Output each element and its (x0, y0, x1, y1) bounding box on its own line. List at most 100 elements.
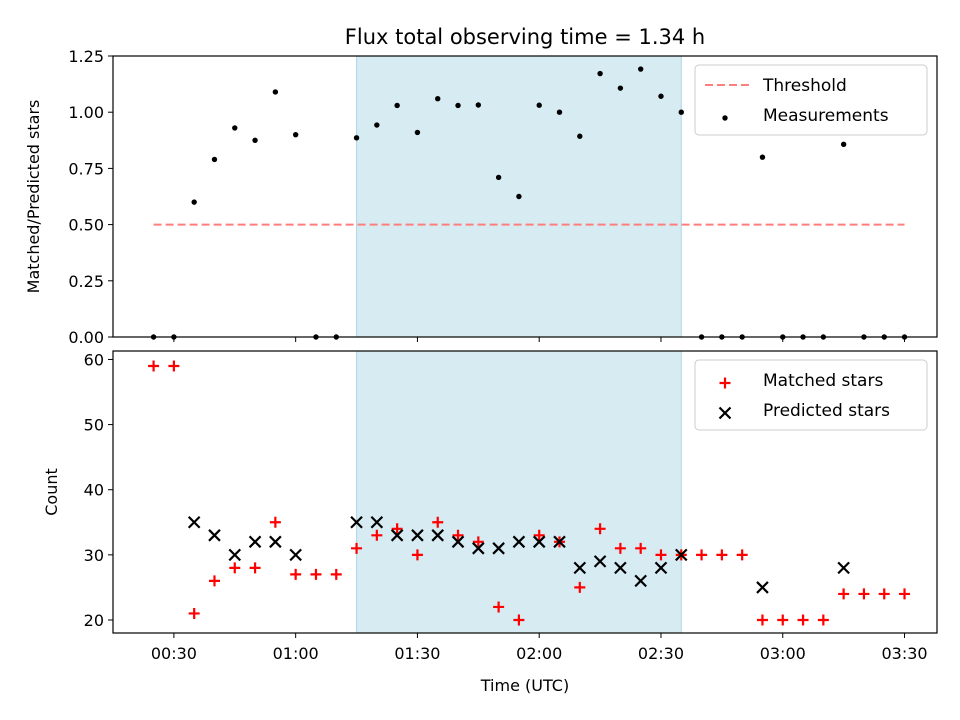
axes-frame (112, 350, 938, 634)
data-point (696, 549, 708, 561)
x-tick-label: 03:30 (881, 644, 927, 663)
y-tick-label: 50 (84, 416, 104, 435)
data-point (493, 601, 505, 613)
data-point (472, 542, 485, 555)
x-tick-label: 01:00 (273, 644, 319, 663)
data-point (148, 360, 160, 372)
y-tick-label: 0.50 (68, 216, 104, 235)
data-point (756, 581, 769, 594)
data-point (475, 102, 482, 108)
legend: Threshold Measurements (694, 64, 928, 136)
legend-swatch (718, 406, 732, 420)
y-tick-label: 1.00 (68, 103, 104, 122)
data-point (191, 199, 197, 205)
data-point (899, 588, 911, 600)
data-point (655, 549, 667, 561)
data-point (635, 542, 647, 554)
data-point (252, 137, 258, 143)
data-point (411, 529, 424, 542)
x-tick-label: 02:00 (516, 644, 562, 663)
data-point (371, 529, 383, 541)
data-point (353, 135, 360, 141)
data-point (269, 535, 282, 549)
data-point (777, 614, 789, 626)
data-point (553, 535, 566, 549)
data-point (512, 535, 526, 549)
legend-box (694, 64, 928, 136)
data-point (759, 154, 766, 160)
data-point (390, 529, 404, 542)
data-point (574, 581, 586, 593)
data-point (678, 109, 684, 115)
data-point (614, 561, 627, 575)
data-point (797, 614, 809, 626)
data-point (593, 555, 607, 568)
data-point (674, 548, 688, 562)
y-tick-label: 0.75 (68, 159, 104, 178)
data-point (736, 549, 748, 561)
y-axis-label: Matched/Predicted stars (24, 100, 43, 294)
y-tick-label: 40 (84, 481, 104, 500)
data-point (229, 562, 241, 574)
data-point (248, 535, 262, 549)
legend-label: Matched stars (763, 371, 883, 391)
legend-swatch (719, 377, 731, 389)
x-tick-label: 02:30 (638, 644, 684, 663)
data-point (594, 523, 606, 535)
top-panel: 0.00 0.25 0.50 0.75 1.00 1.25 Matched/Predicte… (24, 47, 938, 347)
data-point (878, 588, 890, 600)
legend-label: Threshold (762, 76, 847, 96)
data-point (634, 574, 647, 588)
data-point (756, 614, 768, 626)
data-point (837, 561, 850, 575)
bottom-panel: 20 30 40 50 60 00:30 01:00 01:30 02:00 02:30 03:00… (42, 350, 938, 663)
y-axis-label: Count (42, 468, 61, 516)
data-point (495, 174, 502, 181)
data-point (249, 562, 261, 574)
data-point (208, 575, 220, 587)
data-point (451, 535, 465, 549)
data-point (817, 614, 829, 626)
data-point (432, 516, 444, 528)
data-point (838, 588, 850, 600)
y-tick-label: 60 (84, 350, 104, 369)
data-point (208, 529, 221, 542)
y-tick-label: 20 (84, 611, 104, 630)
data-point (573, 561, 587, 575)
data-point (858, 588, 870, 600)
data-point (577, 133, 583, 139)
data-point (290, 568, 302, 580)
data-point (228, 548, 242, 562)
data-point (391, 523, 403, 535)
data-point (414, 129, 421, 136)
data-point (472, 536, 484, 548)
data-point (513, 614, 525, 626)
data-point (658, 93, 664, 99)
data-point (292, 131, 299, 138)
data-point (556, 109, 563, 115)
data-point (374, 122, 380, 128)
y-tick-label: 1.25 (68, 47, 104, 66)
y-tick-label: 30 (84, 546, 104, 565)
legend-label: Measurements (763, 106, 889, 126)
data-point (597, 70, 603, 77)
chart-title: Flux total observing time = 1.34 h (345, 25, 705, 49)
data-point (614, 542, 626, 554)
data-point (411, 549, 423, 561)
data-point (840, 141, 847, 148)
x-tick-label: 00:30 (151, 644, 197, 663)
data-point (431, 529, 445, 542)
y-tick-label: 0.00 (68, 328, 104, 347)
data-point (187, 516, 201, 529)
data-point (269, 516, 281, 528)
data-point (492, 542, 505, 555)
legend-label: Predicted stars (763, 401, 890, 421)
data-point (716, 549, 728, 561)
axes-frame (112, 55, 938, 338)
x-tick-label: 03:00 (760, 644, 806, 663)
data-point (516, 193, 522, 200)
data-point (533, 529, 545, 541)
data-point (536, 102, 542, 108)
data-point (351, 542, 363, 554)
